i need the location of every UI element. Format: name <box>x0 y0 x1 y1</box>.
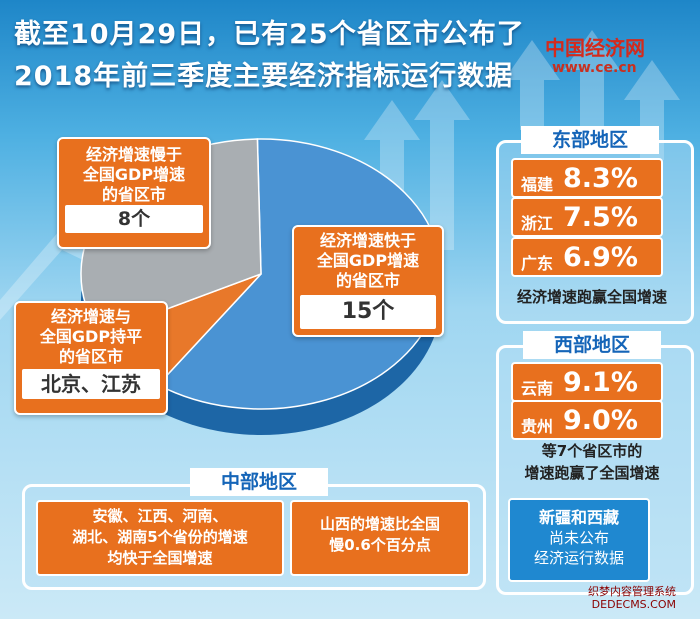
east-stat-guangdong: 广东 6.9% <box>511 237 663 277</box>
callout-faster-line2: 全国GDP增速 <box>316 251 420 270</box>
west-pending-line1: 新疆和西藏 <box>538 508 619 527</box>
watermark: 织梦内容管理系统 DEDECMS.COM <box>588 585 676 611</box>
west-pending-line2: 尚未公布 <box>548 529 609 547</box>
east-region-title: 东部地区 <box>521 126 659 154</box>
ce-logo-url: www.ce.cn <box>552 60 637 76</box>
watermark-line1: 织梦内容管理系统 <box>588 585 676 598</box>
west-pending-box: 新疆和西藏 尚未公布 经济运行数据 <box>508 498 650 582</box>
east-stat-name: 广东 <box>521 254 554 273</box>
callout-slower-line1: 经济增速慢于 <box>85 145 182 164</box>
callout-slower-line3: 的省区市 <box>101 185 166 204</box>
west-region-title: 西部地区 <box>523 331 661 359</box>
east-stat-pct: 8.3% <box>563 163 638 194</box>
central-box-fast-line1: 安徽、江西、河南、 <box>92 507 228 525</box>
east-stat-name: 福建 <box>521 175 554 194</box>
west-stat-guizhou: 贵州 9.0% <box>511 400 663 440</box>
central-box-fast-line2: 湖北、湖南5个省份的增速 <box>72 528 248 546</box>
west-note-line2: 增速跑赢了全国增速 <box>524 464 660 482</box>
west-stat-pct: 9.1% <box>563 367 638 398</box>
west-stat-pct: 9.0% <box>563 405 638 436</box>
callout-slower-line2: 全国GDP增速 <box>82 165 186 184</box>
east-stat-fujian: 福建 8.3% <box>511 158 663 198</box>
east-stat-name: 浙江 <box>521 214 554 233</box>
callout-faster-line3: 的省区市 <box>335 271 400 290</box>
east-stat-pct: 7.5% <box>563 202 638 233</box>
central-box-shanxi: 山西的增速比全国 慢0.6个百分点 <box>290 500 470 576</box>
west-stat-name: 贵州 <box>521 417 554 436</box>
central-box-shanxi-line1: 山西的增速比全国 <box>319 515 440 533</box>
ce-logo: 中国经济网 <box>545 36 645 60</box>
callout-equal-value: 北京、江苏 <box>22 369 160 399</box>
east-stat-zhejiang: 浙江 7.5% <box>511 197 663 237</box>
callout-faster-value: 15个 <box>300 295 436 329</box>
callout-slower-value: 8个 <box>65 205 203 233</box>
watermark-line2: DEDECMS.COM <box>591 598 676 611</box>
callout-equal-line2: 全国GDP持平 <box>39 327 143 346</box>
title-line-1: 截至10月29日，已有25个省区市公布了 <box>14 19 525 50</box>
central-region-title: 中部地区 <box>190 468 328 496</box>
central-box-fast-line3: 均快于全国增速 <box>107 549 213 567</box>
west-stat-yunnan: 云南 9.1% <box>511 362 663 402</box>
west-pending-line3: 经济运行数据 <box>533 549 624 567</box>
callout-slower: 经济增速慢于 全国GDP增速 的省区市 8个 <box>57 137 211 249</box>
callout-equal-line3: 的省区市 <box>58 347 123 366</box>
central-box-fast: 安徽、江西、河南、 湖北、湖南5个省份的增速 均快于全国增速 <box>36 500 284 576</box>
callout-faster: 经济增速快于 全国GDP增速 的省区市 15个 <box>292 225 444 337</box>
east-stat-pct: 6.9% <box>563 242 638 273</box>
title-line-2: 2018年前三季度主要经济指标运行数据 <box>14 61 514 92</box>
callout-faster-line1: 经济增速快于 <box>319 231 416 250</box>
east-note: 经济增速跑赢全国增速 <box>516 288 667 306</box>
callout-equal: 经济增速与 全国GDP持平 的省区市 北京、江苏 <box>14 301 168 415</box>
central-box-shanxi-line2: 慢0.6个百分点 <box>329 536 431 554</box>
west-note-line1: 等7个省区市的 <box>541 442 643 460</box>
west-stat-name: 云南 <box>521 379 554 398</box>
callout-equal-line1: 经济增速与 <box>50 307 131 326</box>
